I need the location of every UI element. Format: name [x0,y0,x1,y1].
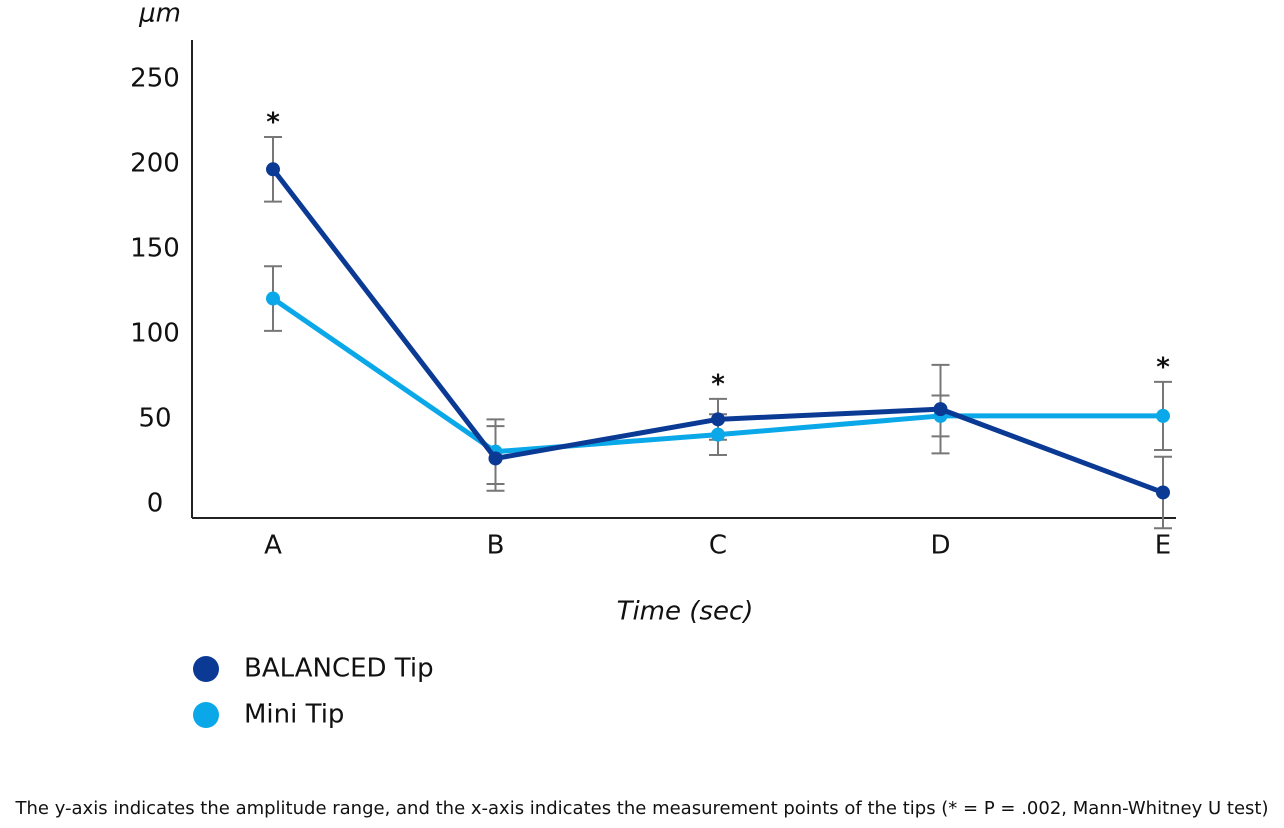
x-tick-label: B [487,531,505,561]
caption: The y-axis indicates the amplitude range… [15,798,1269,819]
y-tick-label: 250 [130,63,180,93]
x-tick-label: C [709,531,727,561]
data-point [266,291,280,306]
x-axis-label: Time (sec) [617,597,754,627]
data-point [1156,485,1170,500]
legend-label: BALANCED Tip [244,654,434,684]
y-tick-label: 0 [147,489,164,519]
x-tick-label: E [1155,531,1171,561]
data-point [711,412,725,427]
legend-label: Mini Tip [244,700,344,730]
y-tick-label: 200 [130,148,180,178]
significance-mark: * [266,107,280,137]
significance-mark: * [711,369,725,399]
data-point [1156,408,1170,423]
data-point [266,162,280,177]
significance-mark: * [1156,352,1170,382]
y-tick-label: 50 [138,404,171,434]
y-tick-label: 100 [130,319,180,349]
data-point [933,402,948,417]
legend-marker [193,702,219,728]
data-point [711,427,725,442]
data-point [488,451,503,466]
x-tick-label: A [264,531,282,561]
legend-marker [193,656,219,682]
x-tick-label: D [930,531,950,561]
y-tick-label: 150 [130,234,180,264]
y-axis-label: μm [138,0,181,29]
